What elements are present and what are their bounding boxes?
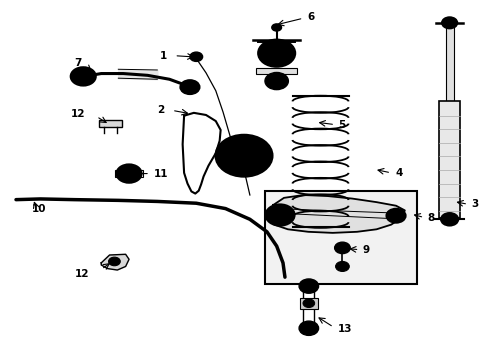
- Text: 8: 8: [428, 212, 435, 222]
- Bar: [99, 120, 122, 127]
- Text: 9: 9: [363, 245, 370, 255]
- Circle shape: [216, 135, 272, 176]
- Circle shape: [335, 242, 350, 253]
- Text: 3: 3: [471, 199, 479, 209]
- Circle shape: [220, 152, 225, 156]
- Circle shape: [109, 257, 120, 266]
- Circle shape: [77, 72, 89, 81]
- Text: 2: 2: [157, 105, 165, 115]
- Polygon shape: [101, 254, 129, 270]
- Circle shape: [237, 138, 243, 143]
- Circle shape: [299, 279, 318, 293]
- Text: 11: 11: [153, 168, 168, 179]
- Circle shape: [180, 80, 200, 94]
- Circle shape: [392, 212, 400, 219]
- Text: 12: 12: [71, 109, 85, 119]
- Circle shape: [258, 40, 295, 67]
- Circle shape: [336, 261, 349, 271]
- Text: 4: 4: [395, 168, 402, 178]
- Circle shape: [441, 213, 459, 226]
- Text: 5: 5: [339, 120, 346, 130]
- Text: 10: 10: [31, 204, 46, 214]
- Circle shape: [266, 45, 288, 61]
- Bar: [266, 191, 417, 284]
- Text: 7: 7: [74, 58, 82, 68]
- Circle shape: [303, 299, 315, 307]
- Bar: [299, 298, 318, 309]
- Circle shape: [272, 50, 282, 57]
- Bar: [256, 68, 297, 74]
- Circle shape: [386, 208, 406, 223]
- Circle shape: [272, 24, 282, 31]
- Circle shape: [123, 169, 135, 178]
- Circle shape: [266, 204, 294, 226]
- Bar: [116, 170, 143, 177]
- Circle shape: [273, 210, 288, 220]
- Circle shape: [260, 146, 266, 150]
- Circle shape: [232, 168, 238, 172]
- Circle shape: [239, 152, 249, 159]
- Circle shape: [71, 67, 96, 86]
- Circle shape: [299, 321, 318, 336]
- Circle shape: [257, 164, 263, 168]
- Circle shape: [227, 144, 261, 168]
- Circle shape: [190, 52, 202, 62]
- Text: 6: 6: [307, 13, 314, 22]
- Text: 13: 13: [338, 324, 352, 334]
- Circle shape: [116, 164, 142, 183]
- Text: 1: 1: [160, 51, 167, 61]
- Circle shape: [442, 17, 458, 28]
- Bar: [439, 102, 460, 217]
- Bar: [446, 23, 454, 102]
- Text: 12: 12: [74, 269, 89, 279]
- Circle shape: [265, 72, 288, 90]
- Polygon shape: [269, 195, 405, 233]
- Circle shape: [186, 84, 195, 90]
